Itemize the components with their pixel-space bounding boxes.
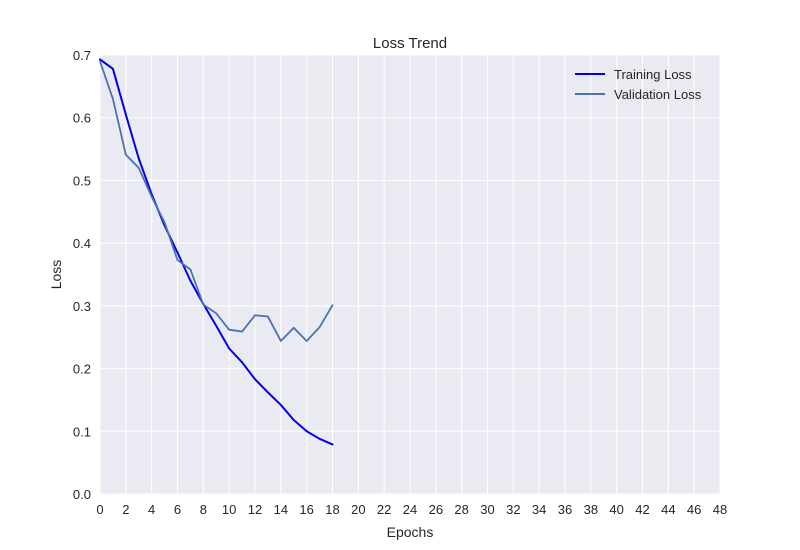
grid-lines [99,54,721,495]
x-axis-label: Epochs [387,524,434,540]
x-tick-label: 46 [687,502,701,517]
x-tick-label: 12 [248,502,262,517]
x-tick-label: 2 [122,502,129,517]
y-tick-label: 0.7 [73,48,91,63]
y-tick-label: 0.0 [73,487,91,502]
x-tick-label: 40 [609,502,623,517]
x-tick-label: 48 [713,502,727,517]
tick-labels: 0 2 4 6 8 10 12 14 16 18 20 22 24 26 28 30 32 34 36 38 40 42 4… [73,48,727,517]
x-tick-label: 44 [661,502,675,517]
x-tick-label: 32 [506,502,520,517]
series-line-training-loss [99,58,334,446]
x-tick-label: 8 [200,502,207,517]
y-tick-label: 0.1 [73,424,91,439]
x-tick-label: 6 [174,502,181,517]
series-layer [99,58,334,446]
y-tick-label: 0.5 [73,173,91,188]
x-tick-label: 0 [96,502,103,517]
y-tick-label: 0.2 [73,362,91,377]
x-tick-label: 42 [635,502,649,517]
legend: Training Loss Validation Loss [575,67,702,102]
legend-label-training-loss: Training Loss [614,67,692,82]
x-tick-label: 14 [274,502,288,517]
x-tick-label: 38 [584,502,598,517]
y-axis-label: Loss [48,260,64,290]
x-tick-label: 36 [558,502,572,517]
series-line-validation-loss [99,60,334,342]
x-tick-label: 30 [480,502,494,517]
x-tick-label: 24 [403,502,417,517]
chart-title: Loss Trend [373,35,447,52]
x-tick-label: 28 [454,502,468,517]
y-tick-label: 0.6 [73,111,91,126]
x-tick-label: 34 [532,502,546,517]
x-tick-label: 22 [377,502,391,517]
x-tick-label: 18 [325,502,339,517]
x-tick-label: 4 [148,502,155,517]
legend-label-validation-loss: Validation Loss [614,87,702,102]
x-tick-label: 16 [299,502,313,517]
y-tick-label: 0.4 [73,236,91,251]
x-tick-label: 20 [351,502,365,517]
x-tick-label: 26 [429,502,443,517]
y-tick-label: 0.3 [73,299,91,314]
x-tick-label: 10 [222,502,236,517]
